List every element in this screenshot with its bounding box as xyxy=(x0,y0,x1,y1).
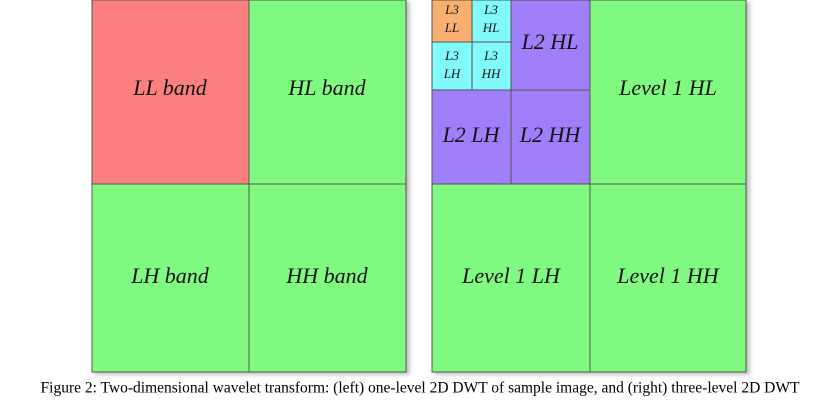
cell-label: HL band xyxy=(287,75,366,100)
cell-label: HH band xyxy=(285,263,368,288)
right-panel xyxy=(431,0,747,373)
cell-label: Level 1 LH xyxy=(461,263,561,288)
cell-label: L3 xyxy=(483,48,498,63)
l1-hl-cell xyxy=(589,0,747,185)
cell-label: L3 xyxy=(444,2,459,17)
cell-label: L2 HL xyxy=(521,29,579,54)
cell-label: L3 xyxy=(444,48,459,63)
lh-cell xyxy=(91,183,250,373)
l2-hh-cell xyxy=(510,89,591,185)
hh-cell xyxy=(248,183,407,373)
l2-hl-cell xyxy=(510,0,591,91)
cell-label: Level 1 HL xyxy=(618,75,717,100)
cell-label: LH band xyxy=(130,263,210,288)
cell-label: L2 LH xyxy=(442,122,501,147)
cell-label: HH xyxy=(481,66,501,81)
hl-cell xyxy=(248,0,407,185)
caption: Figure 2: Two-dimensional wavelet transf… xyxy=(41,380,800,397)
cell-label: Level 1 HH xyxy=(616,263,720,288)
l1-hh-cell xyxy=(589,183,747,373)
cell-label: L3 xyxy=(483,2,498,17)
l1-lh-cell xyxy=(431,183,591,373)
cell-label: LL xyxy=(444,20,459,35)
cell-label: LH xyxy=(443,66,461,81)
cell-label: LL band xyxy=(132,75,208,100)
ll-cell xyxy=(91,0,250,185)
left-panel xyxy=(91,0,407,373)
cell-label: HL xyxy=(482,20,500,35)
cell-label: L2 HH xyxy=(519,122,582,147)
